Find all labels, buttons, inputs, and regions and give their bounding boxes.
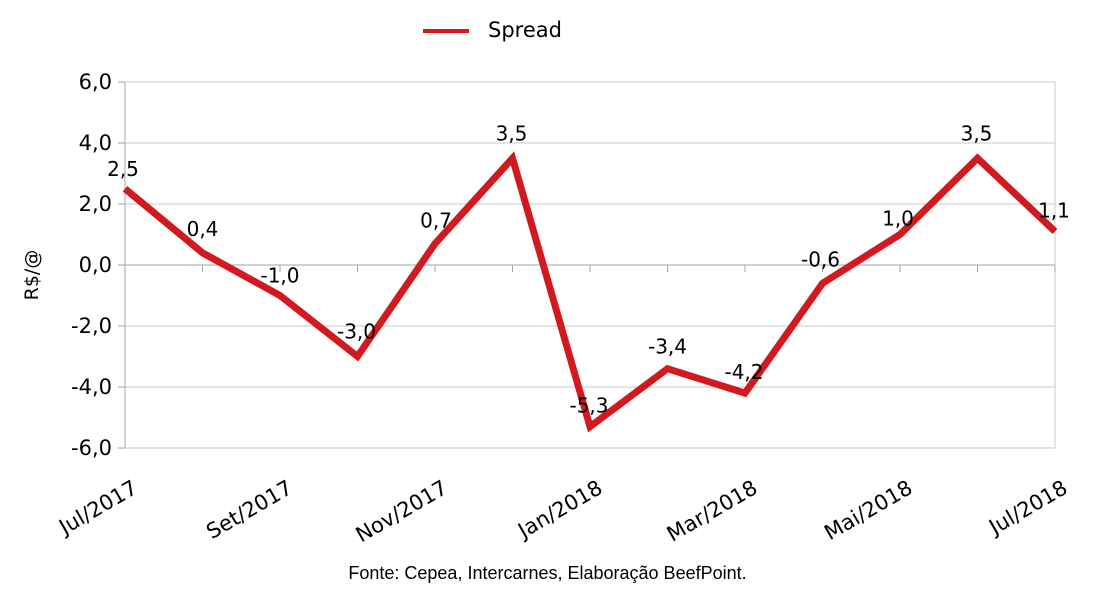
y-tick-label: 6,0 bbox=[79, 70, 112, 94]
source-note: Fonte: Cepea, Intercarnes, Elaboração Be… bbox=[348, 563, 747, 583]
data-label: -0,6 bbox=[801, 247, 840, 271]
y-tick-label: -4,0 bbox=[71, 375, 112, 399]
data-label: -3,0 bbox=[337, 320, 376, 344]
data-label: 3,5 bbox=[961, 121, 993, 145]
y-tick-label: 2,0 bbox=[79, 192, 112, 216]
x-tick-label: Jul/2018 bbox=[983, 476, 1071, 541]
data-label: 3,5 bbox=[496, 121, 528, 145]
spread-line bbox=[122, 151, 1058, 433]
y-tick-label: -6,0 bbox=[71, 436, 112, 460]
data-label: 0,7 bbox=[420, 209, 452, 233]
y-axis-title: R$/@ bbox=[21, 250, 43, 301]
x-tick-label: Mai/2018 bbox=[820, 476, 916, 545]
x-tick-label: Nov/2017 bbox=[352, 476, 452, 548]
y-tick-label: 4,0 bbox=[79, 131, 112, 155]
x-tick-label: Set/2017 bbox=[202, 476, 296, 544]
data-label: 1,1 bbox=[1038, 198, 1070, 222]
data-label: 0,4 bbox=[187, 217, 219, 241]
data-label: -1,0 bbox=[260, 264, 299, 288]
y-tick-label: 0,0 bbox=[79, 253, 112, 277]
data-label: -4,2 bbox=[724, 360, 763, 384]
x-tick-label: Jan/2018 bbox=[512, 476, 606, 544]
x-tick-label: Mar/2018 bbox=[663, 476, 762, 547]
data-label: -5,3 bbox=[569, 394, 608, 418]
data-label: 2,5 bbox=[107, 157, 139, 181]
data-label: -3,4 bbox=[648, 335, 687, 359]
y-tick-label: -2,0 bbox=[71, 314, 112, 338]
data-label: 1,0 bbox=[882, 207, 914, 231]
x-tick-label: Jul/2017 bbox=[53, 476, 141, 541]
